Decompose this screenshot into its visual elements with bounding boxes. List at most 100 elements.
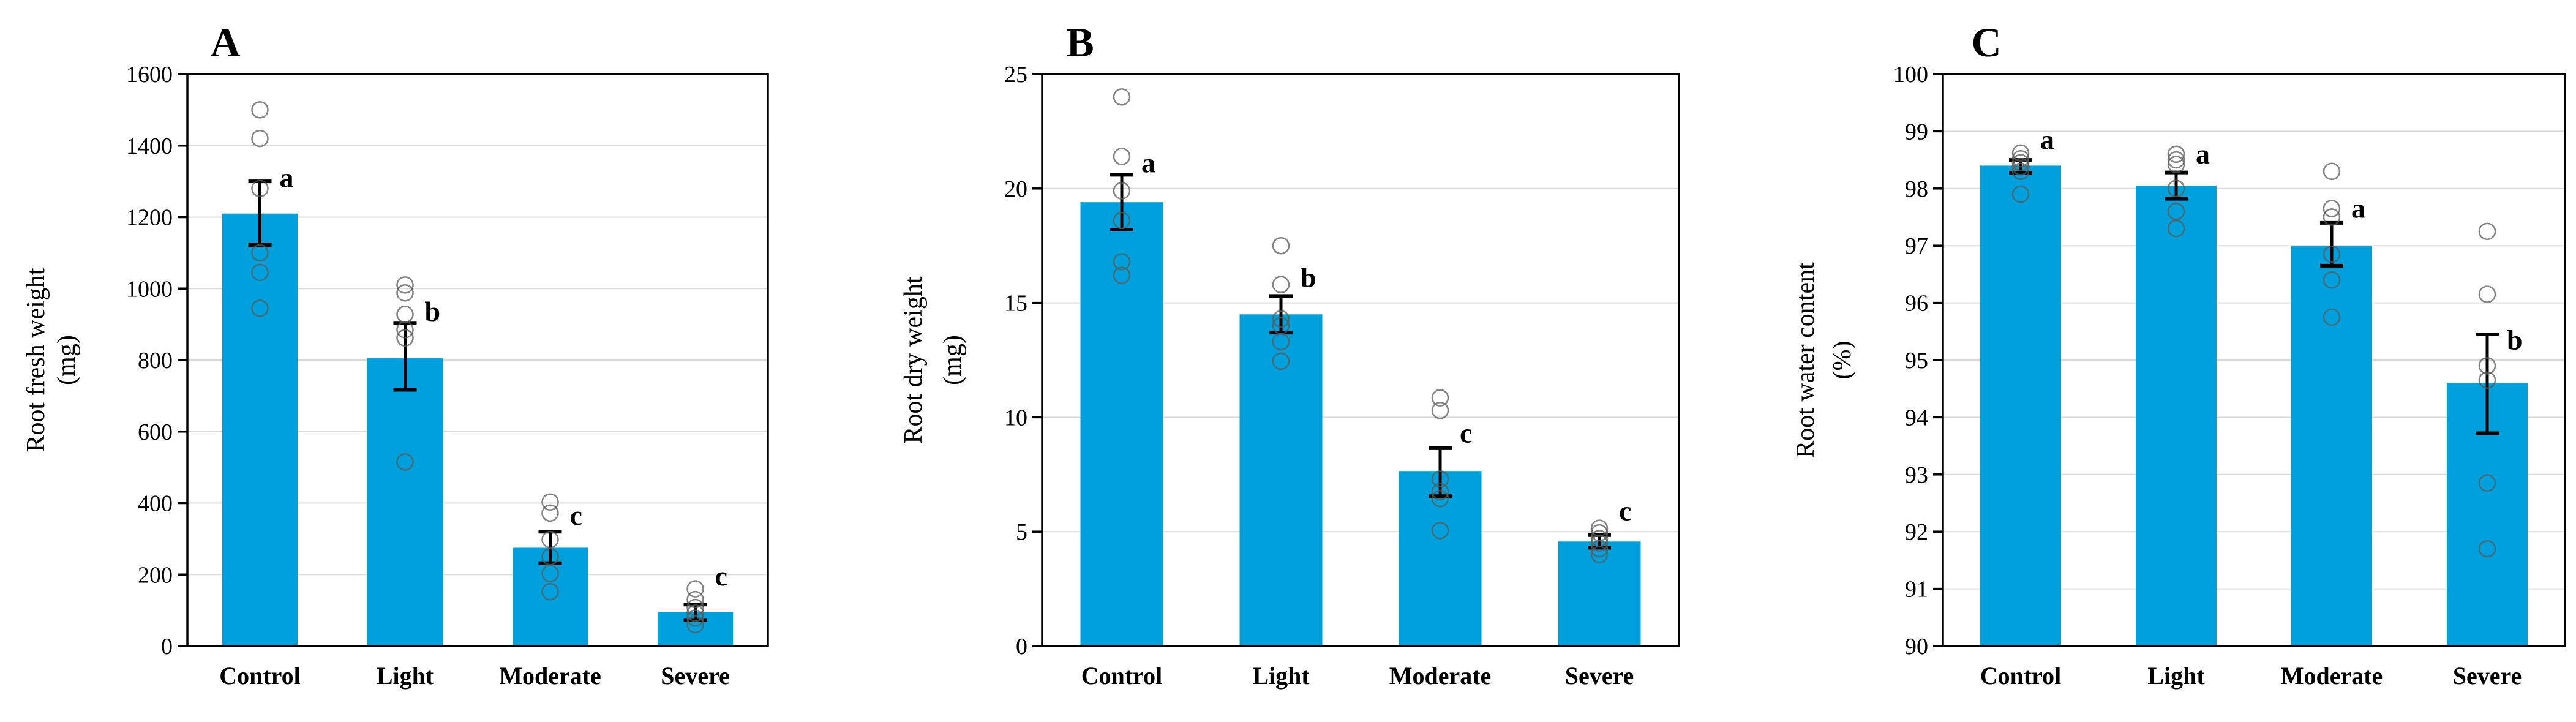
y-axis-title: Root fresh weight (22, 268, 50, 452)
y-tick-label: 1400 (126, 133, 173, 159)
data-point (2478, 474, 2496, 492)
data-point (541, 493, 559, 511)
y-tick-label: 25 (1004, 62, 1027, 88)
data-point (686, 598, 704, 617)
data-point (1590, 534, 1609, 552)
data-point (2478, 222, 2496, 241)
y-tick-label: 0 (161, 634, 173, 660)
sig-letter: a (280, 162, 294, 193)
bar-control (1080, 202, 1163, 646)
panel-C-plot: 90 91 92 93 94 95 96 97 98 99 100 a Control a Light a Mo… (1893, 62, 2566, 690)
y-tick-label: 99 (1905, 119, 1928, 145)
data-point (1431, 389, 1449, 407)
panel-B-plot: 0 5 10 15 20 25 a Control b Light c Moderate c Severe (1004, 62, 1680, 690)
y-tick-label: 20 (1004, 176, 1027, 202)
data-point (2167, 219, 2185, 238)
data-point (1113, 253, 1131, 271)
panel-A-chart: 0 200 400 600 800 1000 1200 1400 1600 a Control b Li… (22, 19, 769, 690)
data-point (1113, 266, 1131, 285)
data-point (1590, 540, 1609, 558)
y-tick-label: 93 (1905, 462, 1928, 488)
y-tick-label: 92 (1905, 519, 1928, 545)
y-tick-label: 1600 (126, 62, 173, 88)
sig-letter: b (425, 296, 441, 327)
y-axis-unit: (%) (1828, 341, 1857, 380)
data-point (2011, 158, 2030, 176)
x-category-label: Severe (1565, 662, 1634, 690)
data-point (251, 179, 269, 198)
data-point (2323, 245, 2341, 263)
plot-frame (186, 73, 769, 647)
data-point (251, 244, 269, 262)
data-point (541, 504, 559, 522)
data-point (1431, 489, 1449, 508)
data-point (2167, 156, 2185, 173)
data-point (2478, 540, 2496, 558)
bar-control (1980, 165, 2061, 646)
bar-moderate (2291, 246, 2372, 646)
panel-C: 90 91 92 93 94 95 96 97 98 99 100 a Control a Light a Mo… (1718, 0, 2576, 722)
data-point (2323, 208, 2341, 226)
data-point (1431, 483, 1449, 501)
data-point (1431, 470, 1449, 488)
y-tick-label: 96 (1905, 291, 1928, 317)
data-point (396, 453, 414, 471)
data-point (686, 609, 704, 627)
data-point (2167, 202, 2185, 220)
y-tick-label: 0 (1016, 634, 1027, 660)
data-point (2167, 179, 2185, 198)
data-point (686, 604, 704, 622)
y-tick-label: 97 (1905, 233, 1928, 259)
x-category-label: Control (219, 662, 301, 690)
y-tick-label: 1000 (126, 276, 173, 302)
panel-A-plot: 0 200 400 600 800 1000 1200 1400 1600 a Control b Li… (126, 62, 769, 690)
plot-frame (1942, 73, 2566, 647)
data-point (1113, 211, 1131, 230)
sig-letter: c (1460, 418, 1472, 449)
data-point (1113, 148, 1131, 165)
y-tick-label: 1200 (126, 205, 173, 231)
data-point (2478, 357, 2496, 375)
plot-frame (1041, 73, 1680, 647)
bar-severe (1558, 541, 1641, 646)
panel-A: 0 200 400 600 800 1000 1200 1400 1600 a Control b Li… (0, 0, 858, 722)
y-tick-label: 5 (1016, 519, 1027, 545)
data-point (1272, 236, 1290, 255)
panel-B: 0 5 10 15 20 25 a Control b Light c Moderate c Severe… (858, 0, 1718, 722)
bar-light (367, 358, 443, 646)
x-category-label: Moderate (1389, 662, 1492, 690)
sig-letter: c (570, 500, 582, 531)
y-tick-label: 800 (138, 348, 173, 374)
data-point (1590, 546, 1609, 563)
y-tick-label: 200 (138, 562, 173, 588)
y-tick-label: 94 (1905, 405, 1928, 431)
panel-C-chart: 90 91 92 93 94 95 96 97 98 99 100 a Control a Light a Mo… (1792, 19, 2566, 690)
data-point (1113, 182, 1131, 200)
data-point (541, 530, 559, 549)
x-category-label: Moderate (499, 662, 601, 690)
panel-title-A: A (210, 19, 240, 66)
data-point (2323, 162, 2341, 181)
y-tick-label: 400 (138, 491, 173, 517)
bar-control (222, 213, 298, 647)
x-category-label: Light (2147, 662, 2205, 690)
sig-letter: b (2507, 324, 2523, 355)
sig-letter: a (2040, 124, 2054, 155)
y-tick-label: 600 (138, 419, 173, 445)
data-point (1113, 88, 1131, 106)
sig-letter: a (1141, 148, 1155, 179)
panel-title-B: B (1066, 19, 1094, 66)
data-point (541, 583, 559, 601)
data-point (1272, 310, 1290, 328)
sig-letter: b (1301, 262, 1316, 293)
y-tick-label: 10 (1004, 405, 1027, 431)
y-tick-label: 15 (1004, 291, 1027, 317)
y-tick-label: 95 (1905, 348, 1928, 374)
x-category-label: Control (1081, 662, 1163, 690)
y-axis-unit: (mg) (53, 335, 81, 385)
data-point (1272, 333, 1290, 351)
x-category-label: Control (1980, 662, 2062, 690)
data-point (251, 129, 269, 148)
x-category-label: Light (377, 662, 434, 690)
data-point (2167, 145, 2185, 164)
